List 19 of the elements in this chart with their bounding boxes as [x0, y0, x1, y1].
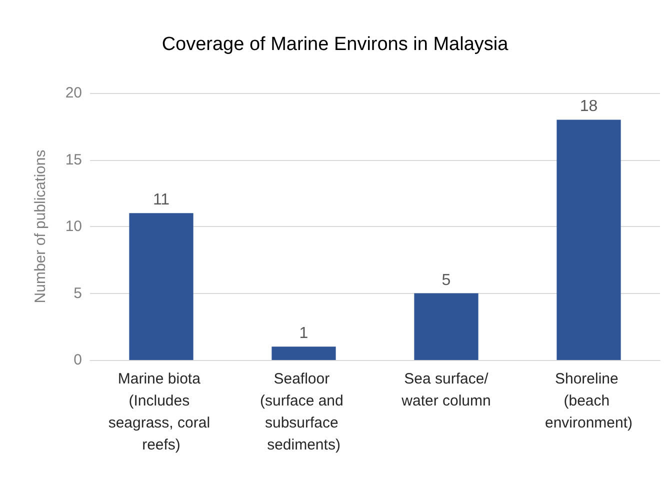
y-axis-title: Number of publications: [32, 150, 49, 304]
y-tick-label: 5: [74, 284, 82, 302]
bar: [414, 293, 478, 360]
data-label: 1: [299, 325, 308, 342]
data-label: 18: [580, 98, 598, 116]
x-tick-label: Seafloor (surface and subsurface sediments): [260, 370, 348, 454]
x-tick-label: Marine biota (Includes seagrass, coral reefs): [108, 370, 214, 454]
bar: [129, 213, 194, 360]
y-tick-label: 20: [65, 84, 82, 102]
y-tick-label: 0: [74, 352, 82, 368]
chart-title: Coverage of Marine Environs in Malaysia: [162, 34, 509, 55]
x-tick-label: Shoreline (beach environment): [544, 370, 633, 432]
x-tick-label: Sea surface/water column: [400, 370, 491, 410]
data-label: 5: [442, 272, 451, 289]
bar: [272, 346, 336, 360]
y-tick-label: 10: [65, 218, 82, 235]
y-tick-label: 15: [65, 151, 82, 168]
bar: [556, 120, 621, 360]
data-label: 11: [152, 192, 170, 209]
